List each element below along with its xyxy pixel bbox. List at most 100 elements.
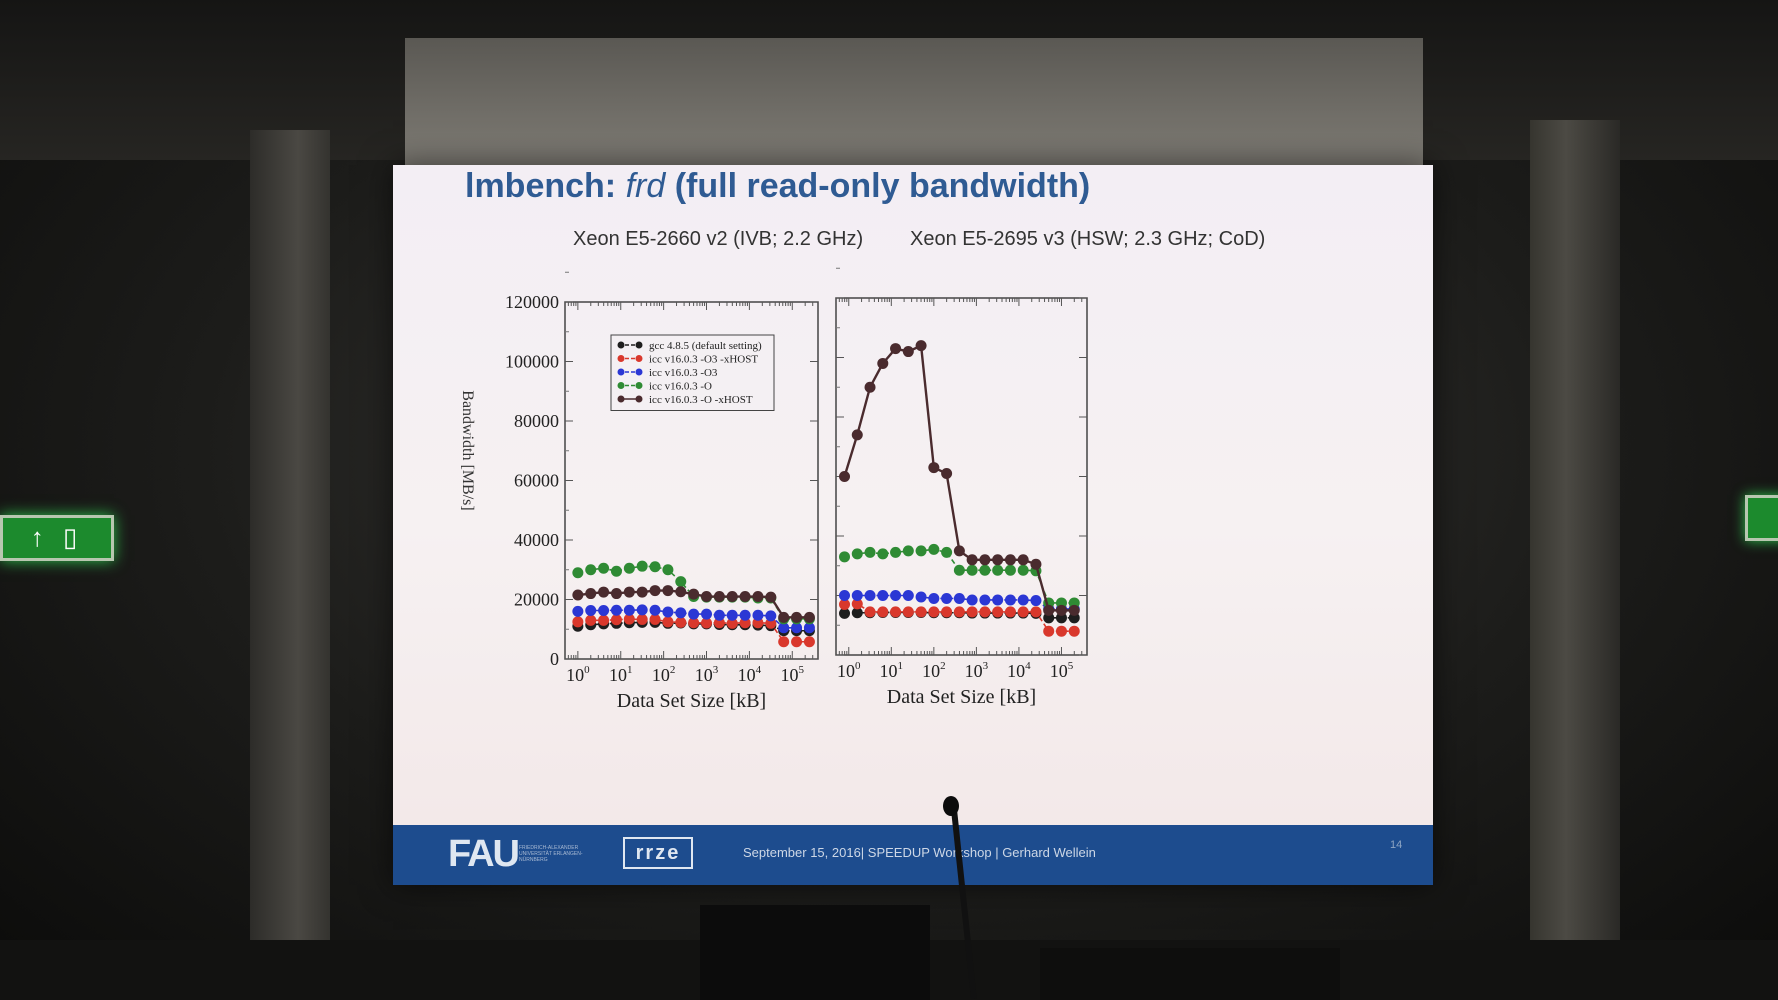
data-point [890,546,902,558]
y-tick-label: 0 [550,649,559,669]
data-point [623,562,635,574]
data-point [610,565,622,577]
x-tick-label: 105 [781,664,805,685]
data-point [636,560,648,572]
x-tick-label: 102 [652,664,676,685]
data-point [649,613,661,625]
data-point [877,590,889,601]
y-axis-label: Bandwidth [MB/s] [459,390,476,510]
legend-marker [635,368,643,376]
subtitle-left: Xeon E5-2660 v2 (IVB; 2.2 GHz) [573,228,864,250]
legend-entry: icc v16.0.3 -O -xHOST [649,394,753,406]
exit-sign: ↑ ▯ [0,515,114,561]
data-point [623,604,635,616]
legend-marker [635,355,643,362]
lectern [700,905,930,1000]
data-point [979,554,991,566]
data-point [791,611,803,623]
data-point [598,562,610,574]
data-point [623,586,635,598]
data-point [1030,606,1042,618]
data-point [1068,604,1080,616]
data-point [803,622,815,634]
data-point [598,605,610,617]
data-point [688,588,700,600]
data-point [765,610,777,622]
data-point [752,591,764,603]
data-point [1004,606,1016,618]
desk [1040,948,1340,1000]
fau-logo: FAU [448,833,520,875]
data-point [701,591,713,603]
data-point [701,617,713,629]
data-point [598,586,610,598]
data-point [864,606,876,618]
data-point [915,340,927,352]
data-point [1004,564,1016,576]
data-point [966,564,978,576]
x-axis-label: Data Set Size [kB] [617,690,766,712]
data-point [1017,564,1029,576]
data-point [675,607,687,619]
data-point [890,606,902,618]
data-point [851,548,863,560]
data-point [713,609,725,621]
legend-marker [617,382,625,389]
data-point [992,606,1004,618]
data-point [701,608,713,620]
data-point [877,357,889,369]
data-point [839,551,851,563]
data-point [864,546,876,558]
data-point [941,606,953,618]
data-point [851,590,863,601]
data-point [585,605,597,617]
data-point [1017,606,1029,618]
data-point [803,636,815,648]
data-point [839,471,851,482]
data-point [839,590,851,601]
title-suffix: (full read-only bandwidth) [665,167,1091,205]
data-point [979,594,991,606]
data-point [713,591,725,603]
data-point [915,591,927,603]
legend-marker [635,395,643,403]
data-point [726,609,738,621]
y-tick-label: 60000 [514,471,559,491]
footer-text: September 15, 2016| SPEEDUP Workshop | G… [743,845,1096,860]
data-point [966,554,978,566]
data-point [902,545,914,557]
legend-entry: gcc 4.8.5 (default setting) [649,340,762,352]
legend-entry: icc v16.0.3 -O3 -xHOST [649,354,758,366]
x-axis-label: Data Set Size [kB] [887,686,1036,708]
data-point [1043,604,1055,616]
data-point [902,606,914,618]
data-point [636,604,648,616]
data-point [1017,554,1029,566]
data-point [928,606,940,618]
data-point [649,604,661,616]
data-point [1004,594,1016,606]
x-tick-label: 102 [922,660,946,681]
data-point [662,564,674,576]
data-point [1055,604,1067,616]
data-point [1043,625,1055,637]
data-point [585,614,597,626]
data-point [915,545,927,557]
rrze-logo: rrze [623,837,693,869]
data-point [890,343,902,355]
data-point [791,622,803,634]
legend-marker [617,355,625,362]
data-point [851,607,863,619]
slide-title: lmbench: frd (full read-only bandwidth) [465,167,1090,206]
data-point [726,617,738,629]
x-tick-label: 105 [1050,660,1074,681]
data-point [803,611,815,623]
data-point [877,606,889,618]
data-point [941,592,953,604]
x-tick-label: 104 [1007,660,1031,681]
data-point [688,617,700,629]
legend-entry: icc v16.0.3 -O3 [649,367,718,379]
data-point [572,616,584,628]
data-point [864,590,876,601]
data-point [585,564,597,576]
